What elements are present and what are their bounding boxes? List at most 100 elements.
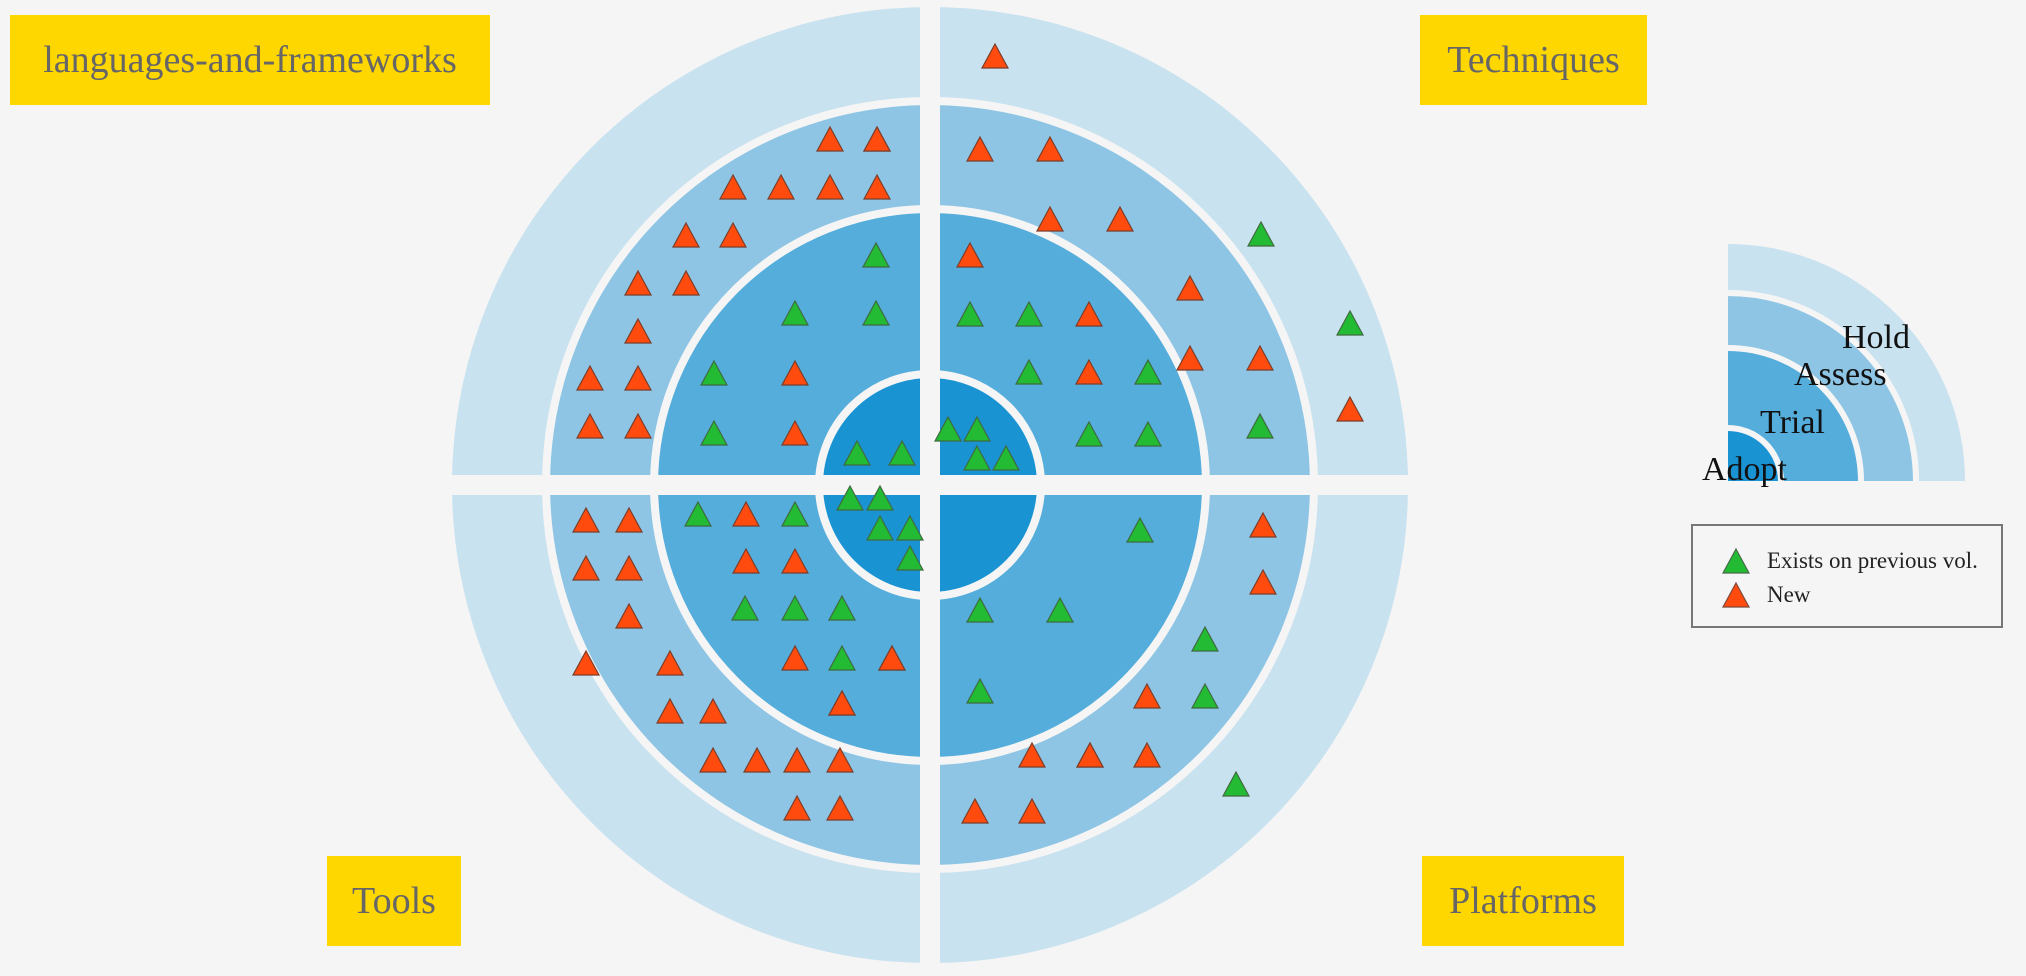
blip-tools-assess-new[interactable] <box>571 506 601 533</box>
blip-tools-adopt-existing[interactable] <box>835 484 865 511</box>
blip-techniques-adopt-existing[interactable] <box>991 444 1021 471</box>
blip-languages-and-frameworks-assess-new[interactable] <box>623 269 653 296</box>
blip-techniques-trial-existing[interactable] <box>1014 300 1044 327</box>
blip-techniques-trial-new[interactable] <box>1074 358 1104 385</box>
ring-legend-separator <box>1727 345 1864 482</box>
quadrant-label-platforms: Platforms <box>1422 856 1624 946</box>
blip-techniques-adopt-existing[interactable] <box>933 415 963 442</box>
blip-languages-and-frameworks-trial-existing[interactable] <box>699 419 729 446</box>
blip-tools-adopt-existing[interactable] <box>865 484 895 511</box>
blip-platforms-trial-existing[interactable] <box>965 677 995 704</box>
blip-tools-trial-new[interactable] <box>780 644 810 671</box>
blip-platforms-assess-new[interactable] <box>1132 682 1162 709</box>
blip-tools-trial-new[interactable] <box>731 500 761 527</box>
blip-tools-assess-new[interactable] <box>698 697 728 724</box>
blip-tools-assess-new[interactable] <box>782 746 812 773</box>
blip-tools-trial-existing[interactable] <box>780 500 810 527</box>
blip-tools-trial-new[interactable] <box>877 644 907 671</box>
blip-techniques-hold-new[interactable] <box>1335 395 1365 422</box>
blip-techniques-assess-new[interactable] <box>1035 205 1065 232</box>
blip-tools-assess-new[interactable] <box>782 794 812 821</box>
blip-tools-assess-new[interactable] <box>614 506 644 533</box>
blip-languages-and-frameworks-trial-existing[interactable] <box>861 299 891 326</box>
blip-tools-trial-new[interactable] <box>827 689 857 716</box>
blip-languages-and-frameworks-assess-new[interactable] <box>718 173 748 200</box>
blip-tools-assess-new[interactable] <box>655 649 685 676</box>
blip-tools-assess-new[interactable] <box>742 746 772 773</box>
blip-techniques-adopt-existing[interactable] <box>962 415 992 442</box>
ring-label-adopt: Adopt <box>1702 451 1788 488</box>
blip-platforms-assess-new[interactable] <box>1132 741 1162 768</box>
blip-tools-assess-new[interactable] <box>655 697 685 724</box>
blip-languages-and-frameworks-trial-new[interactable] <box>780 419 810 446</box>
blip-techniques-assess-new[interactable] <box>1175 344 1205 371</box>
blip-platforms-assess-existing[interactable] <box>1190 682 1220 709</box>
blip-tools-trial-existing[interactable] <box>683 500 713 527</box>
blip-languages-and-frameworks-adopt-existing[interactable] <box>887 439 917 466</box>
blip-languages-and-frameworks-assess-new[interactable] <box>623 412 653 439</box>
blip-languages-and-frameworks-assess-new[interactable] <box>862 173 892 200</box>
blip-languages-and-frameworks-assess-new[interactable] <box>862 125 892 152</box>
blip-languages-and-frameworks-assess-new[interactable] <box>575 364 605 391</box>
blip-platforms-trial-existing[interactable] <box>1045 596 1075 623</box>
blip-platforms-assess-new[interactable] <box>1017 741 1047 768</box>
blip-tools-trial-existing[interactable] <box>827 644 857 671</box>
blip-techniques-assess-existing[interactable] <box>1245 412 1275 439</box>
blip-techniques-assess-new[interactable] <box>1175 274 1205 301</box>
blip-languages-and-frameworks-assess-new[interactable] <box>623 317 653 344</box>
blip-languages-and-frameworks-assess-new[interactable] <box>766 173 796 200</box>
blip-languages-and-frameworks-assess-new[interactable] <box>623 364 653 391</box>
blip-tools-trial-existing[interactable] <box>827 594 857 621</box>
blip-languages-and-frameworks-trial-new[interactable] <box>780 359 810 386</box>
blip-platforms-assess-new[interactable] <box>1017 797 1047 824</box>
blip-languages-and-frameworks-trial-existing[interactable] <box>861 241 891 268</box>
blip-techniques-trial-existing[interactable] <box>1133 420 1163 447</box>
blip-techniques-trial-existing[interactable] <box>1074 420 1104 447</box>
blip-languages-and-frameworks-assess-new[interactable] <box>671 269 701 296</box>
blip-platforms-assess-new[interactable] <box>1248 568 1278 595</box>
blip-techniques-assess-existing[interactable] <box>1246 220 1276 247</box>
blip-languages-and-frameworks-assess-new[interactable] <box>671 221 701 248</box>
blip-techniques-trial-existing[interactable] <box>1014 358 1044 385</box>
blip-languages-and-frameworks-trial-existing[interactable] <box>780 299 810 326</box>
blip-platforms-trial-existing[interactable] <box>965 596 995 623</box>
blip-tools-assess-new[interactable] <box>698 746 728 773</box>
blip-tools-assess-new[interactable] <box>825 746 855 773</box>
blip-tools-trial-existing[interactable] <box>780 594 810 621</box>
blip-techniques-hold-new[interactable] <box>980 42 1010 69</box>
blip-tools-assess-new[interactable] <box>614 602 644 629</box>
blip-tools-adopt-existing[interactable] <box>895 514 925 541</box>
blip-tools-trial-existing[interactable] <box>730 594 760 621</box>
blip-languages-and-frameworks-assess-new[interactable] <box>815 173 845 200</box>
blip-tools-assess-new[interactable] <box>571 554 601 581</box>
blip-languages-and-frameworks-assess-new[interactable] <box>575 412 605 439</box>
blip-techniques-assess-new[interactable] <box>1035 135 1065 162</box>
blip-tools-trial-new[interactable] <box>731 547 761 574</box>
blip-techniques-trial-new[interactable] <box>1074 300 1104 327</box>
blip-tools-assess-new[interactable] <box>825 794 855 821</box>
blip-techniques-assess-new[interactable] <box>1245 344 1275 371</box>
blip-languages-and-frameworks-assess-new[interactable] <box>815 125 845 152</box>
blip-techniques-adopt-existing[interactable] <box>962 444 992 471</box>
blip-techniques-trial-new[interactable] <box>955 241 985 268</box>
blip-platforms-assess-new[interactable] <box>960 797 990 824</box>
blip-techniques-hold-existing[interactable] <box>1335 309 1365 336</box>
blip-techniques-trial-existing[interactable] <box>955 300 985 327</box>
blip-platforms-assess-existing[interactable] <box>1190 625 1220 652</box>
blip-platforms-assess-new[interactable] <box>1075 741 1105 768</box>
blip-techniques-assess-new[interactable] <box>965 135 995 162</box>
blip-platforms-hold-existing[interactable] <box>1221 770 1251 797</box>
ring-sector-adopt-platforms <box>930 485 1037 592</box>
blip-tools-adopt-existing[interactable] <box>895 544 925 571</box>
blip-techniques-trial-existing[interactable] <box>1133 358 1163 385</box>
blip-tools-assess-new[interactable] <box>571 649 601 676</box>
blip-languages-and-frameworks-trial-existing[interactable] <box>699 359 729 386</box>
blip-techniques-assess-new[interactable] <box>1105 205 1135 232</box>
blip-tools-trial-new[interactable] <box>780 547 810 574</box>
blip-tools-adopt-existing[interactable] <box>865 514 895 541</box>
blip-tools-assess-new[interactable] <box>614 554 644 581</box>
blip-platforms-assess-new[interactable] <box>1248 511 1278 538</box>
blip-platforms-trial-existing[interactable] <box>1125 516 1155 543</box>
blip-languages-and-frameworks-assess-new[interactable] <box>718 221 748 248</box>
blip-languages-and-frameworks-adopt-existing[interactable] <box>842 439 872 466</box>
